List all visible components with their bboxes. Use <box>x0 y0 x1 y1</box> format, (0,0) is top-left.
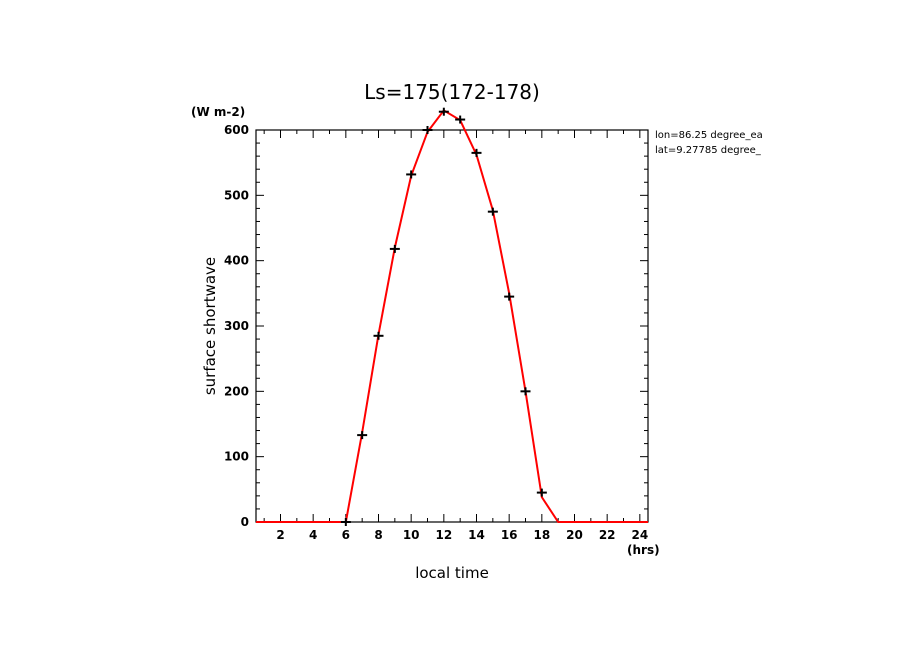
x-tick-label: 18 <box>533 528 550 542</box>
y-tick-label: 500 <box>224 188 249 202</box>
chart-title: Ls=175(172-178) <box>364 80 540 104</box>
x-tick-label: 24 <box>631 528 648 542</box>
x-axis-label: local time <box>415 564 489 582</box>
x-tick-label: 6 <box>342 528 350 542</box>
data-point <box>422 126 433 134</box>
series-line <box>256 109 648 523</box>
y-tick-label: 300 <box>224 319 249 333</box>
y-tick-label: 600 <box>224 123 249 137</box>
x-tick-label: 14 <box>468 528 485 542</box>
annotation-lon: lon=86.25 degree_ea <box>655 130 763 141</box>
x-tick-label: 4 <box>309 528 317 542</box>
x-tick-label: 16 <box>501 528 518 542</box>
x-tick-label: 20 <box>566 528 583 542</box>
x-tick-label: 10 <box>403 528 420 542</box>
data-point <box>438 107 449 116</box>
data-point <box>357 431 368 440</box>
x-tick-label: 8 <box>374 528 382 542</box>
data-point <box>373 331 384 340</box>
x-tick-label: 2 <box>276 528 284 542</box>
data-point <box>455 115 466 124</box>
x-tick-label: 12 <box>435 528 452 542</box>
plot-frame <box>255 129 649 523</box>
annotation-lat: lat=9.27785 degree_ <box>655 145 762 156</box>
y-unit-label: (W m-2) <box>191 105 245 119</box>
data-point <box>504 292 515 301</box>
y-tick-label: 400 <box>224 254 249 268</box>
data-point <box>340 518 351 526</box>
y-tick-label: 100 <box>224 450 249 464</box>
data-point <box>536 488 547 497</box>
data-point <box>389 244 400 253</box>
data-point <box>487 207 498 216</box>
data-point <box>520 387 531 396</box>
y-axis-label: surface shortwave <box>201 257 219 395</box>
x-tick-label: 22 <box>599 528 616 542</box>
y-tick-label: 200 <box>224 384 249 398</box>
data-point <box>471 148 482 157</box>
data-point <box>406 170 417 179</box>
x-unit-label: (hrs) <box>627 543 660 557</box>
y-tick-label: 0 <box>241 515 249 529</box>
